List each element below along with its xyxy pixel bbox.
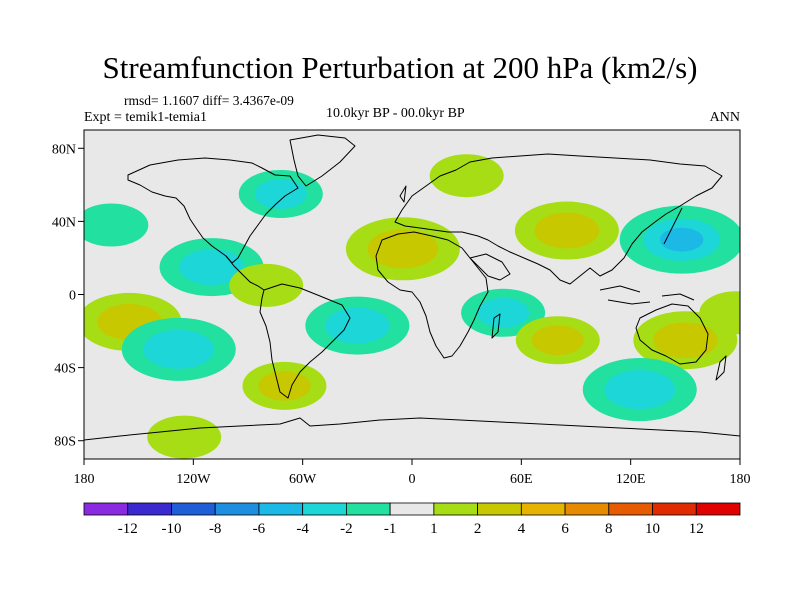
contour-anomaly <box>345 217 460 281</box>
lon-tick-label: 0 <box>409 472 416 487</box>
plot-title: Streamfunction Perturbation at 200 hPa (… <box>102 50 698 85</box>
colorbar-label: -8 <box>209 521 222 537</box>
contour-band-outer <box>699 291 740 335</box>
colorbar-label: -12 <box>118 521 138 537</box>
contour-anomaly <box>582 358 697 422</box>
coast-uk <box>399 185 407 203</box>
rmsd-diff-stats: rmsd= 1.1607 diff= 3.4367e-09 <box>124 93 294 108</box>
contour-band-inner <box>531 325 584 356</box>
contour-band-inner <box>254 179 307 209</box>
contour-band-core <box>659 227 704 252</box>
colorbar-label: -4 <box>296 521 309 537</box>
coast-antarctica <box>84 417 740 441</box>
coast-north-america <box>127 157 299 264</box>
colorbar-label: 1 <box>430 521 438 537</box>
contour-band-outer <box>229 263 304 307</box>
contour-band-inner <box>653 322 718 359</box>
colorbar-swatch <box>520 502 566 516</box>
colorbar-swatch <box>433 502 479 516</box>
contour-anomaly <box>147 415 222 459</box>
contour-band-inner <box>534 212 600 249</box>
contour-anomaly <box>699 291 740 335</box>
colorbar-label: 10 <box>645 521 660 537</box>
colorbar-swatch <box>608 502 653 516</box>
contour-anomaly <box>84 203 149 247</box>
lat-tick-label: 80N <box>52 142 76 157</box>
colorbar-swatch <box>83 502 129 516</box>
colorbar-label: -1 <box>384 521 397 537</box>
coast-japan <box>663 207 683 245</box>
coast-new-zealand <box>715 355 727 381</box>
lat-tick-label: 80S <box>54 435 76 450</box>
colorbar-swatch <box>258 502 304 516</box>
colorbar-label: 12 <box>689 521 704 537</box>
contour-anomaly <box>121 317 236 381</box>
coast-greenland <box>289 134 356 187</box>
colorbar-swatch <box>302 502 347 516</box>
colorbar-label: 4 <box>518 521 526 537</box>
coast-indonesia <box>599 285 695 305</box>
lon-tick-label: 180 <box>730 472 751 487</box>
contour-band-outer <box>147 415 222 459</box>
coast-madagascar <box>491 313 501 339</box>
lat-tick-label: 40N <box>52 215 76 230</box>
contour-anomaly <box>242 361 327 410</box>
colorbar-label: 6 <box>561 521 569 537</box>
colorbar-swatch <box>345 502 391 516</box>
lat-tick-label: 0 <box>69 289 76 304</box>
colorbar-label: -10 <box>161 521 181 537</box>
colorbar-label: 2 <box>474 521 482 537</box>
lon-tick-label: 60E <box>510 472 533 487</box>
contour-fields <box>84 154 740 459</box>
colorbar-swatch <box>389 502 435 516</box>
contour-anomaly <box>619 205 740 274</box>
coast-africa <box>375 231 489 359</box>
coast-central-america <box>225 255 265 291</box>
season-label: ANN <box>709 110 740 125</box>
coast-australia <box>635 303 709 365</box>
lon-tick-label: 60W <box>289 472 317 487</box>
colorbar-swatch <box>171 502 216 516</box>
colorbar-swatch <box>564 502 610 516</box>
contour-band-inner <box>604 370 676 410</box>
experiment-label: Expt = temik1-temia1 <box>84 110 207 125</box>
lat-tick-label: 40S <box>54 362 76 377</box>
coastlines <box>84 134 740 441</box>
colorbar: -12 -10 -8 -6 -4 -2 -1 1 2 4 6 8 10 12 <box>83 502 741 537</box>
colorbar-swatch <box>652 502 697 516</box>
coast-arabia <box>469 253 511 281</box>
contour-band-outer <box>84 203 149 247</box>
lon-tick-label: 180 <box>74 472 95 487</box>
contour-band-outer <box>429 154 504 198</box>
lon-tick-label: 120E <box>616 472 646 487</box>
colorbar-swatch <box>127 502 172 516</box>
colorbar-swatch <box>214 502 260 516</box>
colorbar-label: -6 <box>253 521 266 537</box>
contour-band-inner <box>258 371 311 401</box>
contour-band-inner <box>477 297 530 328</box>
colorbar-label: 8 <box>605 521 613 537</box>
colorbar-label: -2 <box>340 521 353 537</box>
contour-anomaly <box>229 263 304 307</box>
contour-band-inner <box>143 329 215 369</box>
period-label: 10.0kyr BP - 00.0kyr BP <box>326 106 465 121</box>
contour-anomaly <box>238 169 323 218</box>
contour-anomaly <box>461 288 546 337</box>
colorbar-swatch <box>477 502 522 516</box>
axes: 180 120W 60W 0 60E 120E 180 80N 40N 0 40S 80S <box>52 142 751 487</box>
contour-anomaly <box>515 316 600 365</box>
contour-anomaly <box>429 154 504 198</box>
contour-band-inner <box>325 307 390 344</box>
contour-anomaly <box>514 201 619 260</box>
lon-tick-label: 120W <box>176 472 211 487</box>
contour-anomaly <box>305 296 410 355</box>
coast-south-america <box>259 283 351 399</box>
coast-eurasia <box>394 153 723 285</box>
colorbar-swatch <box>695 502 741 516</box>
